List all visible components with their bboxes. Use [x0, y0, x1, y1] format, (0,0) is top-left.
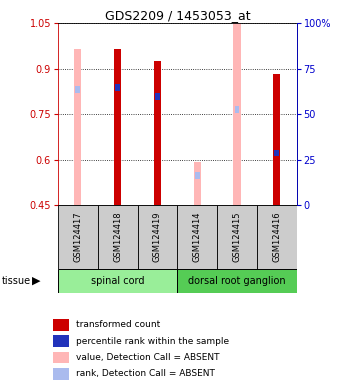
Bar — [137, 205, 177, 269]
Bar — [257, 205, 297, 269]
Text: rank, Detection Call = ABSENT: rank, Detection Call = ABSENT — [76, 369, 215, 378]
Bar — [275, 150, 279, 157]
Text: value, Detection Call = ABSENT: value, Detection Call = ABSENT — [76, 353, 220, 362]
Text: transformed count: transformed count — [76, 321, 160, 329]
Bar — [194, 162, 201, 205]
Bar — [217, 205, 257, 269]
Bar — [53, 352, 69, 364]
Text: GSM124419: GSM124419 — [153, 212, 162, 262]
Bar — [233, 23, 241, 205]
Text: GSM124415: GSM124415 — [233, 212, 241, 262]
Bar — [58, 269, 177, 293]
Bar — [154, 61, 161, 205]
Text: percentile rank within the sample: percentile rank within the sample — [76, 337, 229, 346]
Bar — [235, 106, 239, 113]
Text: tissue: tissue — [2, 276, 31, 286]
Bar — [98, 205, 137, 269]
Bar — [177, 269, 297, 293]
Bar — [53, 319, 69, 331]
Bar — [74, 49, 81, 205]
Bar — [115, 84, 120, 91]
Bar — [53, 368, 69, 380]
Bar — [195, 172, 199, 179]
Bar — [273, 74, 280, 205]
Text: GSM124416: GSM124416 — [272, 212, 281, 262]
Text: ▶: ▶ — [32, 276, 41, 286]
Text: GSM124418: GSM124418 — [113, 212, 122, 262]
Text: dorsal root ganglion: dorsal root ganglion — [188, 276, 286, 286]
Bar — [114, 49, 121, 205]
Bar — [58, 205, 98, 269]
Bar — [155, 93, 160, 100]
Bar — [53, 335, 69, 347]
Text: GSM124414: GSM124414 — [193, 212, 202, 262]
Bar — [75, 86, 80, 93]
Title: GDS2209 / 1453053_at: GDS2209 / 1453053_at — [104, 9, 250, 22]
Bar — [177, 205, 217, 269]
Text: spinal cord: spinal cord — [91, 276, 144, 286]
Text: GSM124417: GSM124417 — [73, 212, 83, 262]
